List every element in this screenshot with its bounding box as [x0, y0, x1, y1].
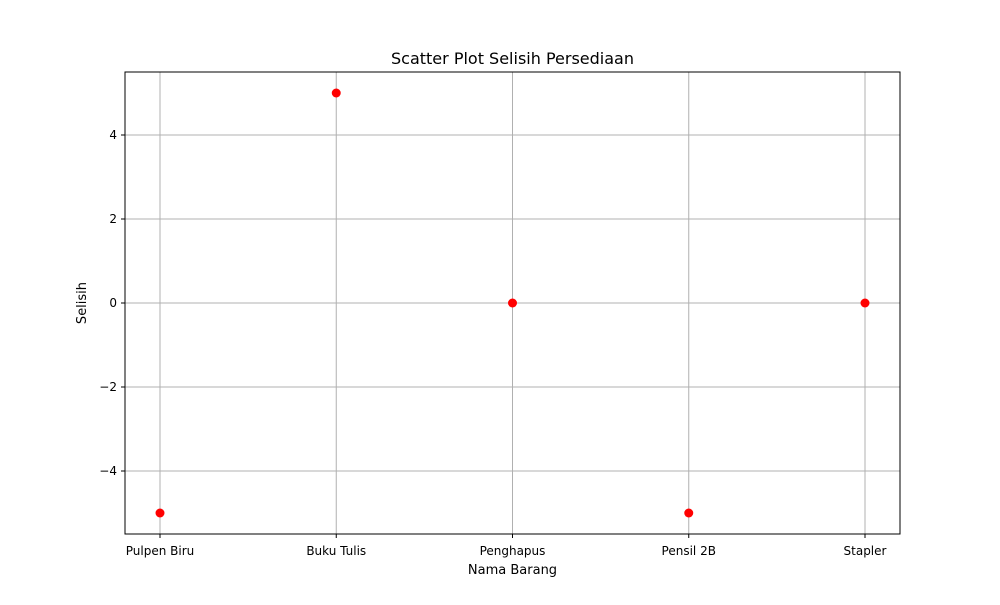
x-tick-label: Penghapus [480, 544, 546, 558]
data-point [155, 508, 165, 518]
x-tick-label: Stapler [844, 544, 887, 558]
y-tick-label: 0 [109, 296, 117, 310]
data-point [508, 298, 517, 308]
chart-title: Scatter Plot Selisih Persediaan [391, 49, 634, 68]
x-axis-ticks: Pulpen Biru Buku Tulis Penghapus Pensil 2B S… [126, 534, 887, 558]
data-points [155, 88, 870, 518]
y-axis-ticks: −4 −2 0 2 4 [99, 128, 125, 478]
y-tick-label: 4 [109, 128, 117, 142]
y-axis-label: Selisih [75, 282, 90, 324]
x-tick-label: Pensil 2B [662, 544, 716, 558]
y-tick-label: −2 [99, 380, 117, 394]
y-tick-label: −4 [99, 464, 117, 478]
x-tick-label: Pulpen Biru [126, 544, 195, 558]
data-point [331, 88, 341, 98]
data-point [684, 508, 694, 518]
x-tick-label: Buku Tulis [306, 544, 366, 558]
data-point [860, 298, 870, 308]
x-axis-label: Nama Barang [468, 563, 557, 578]
y-tick-label: 2 [109, 212, 117, 226]
